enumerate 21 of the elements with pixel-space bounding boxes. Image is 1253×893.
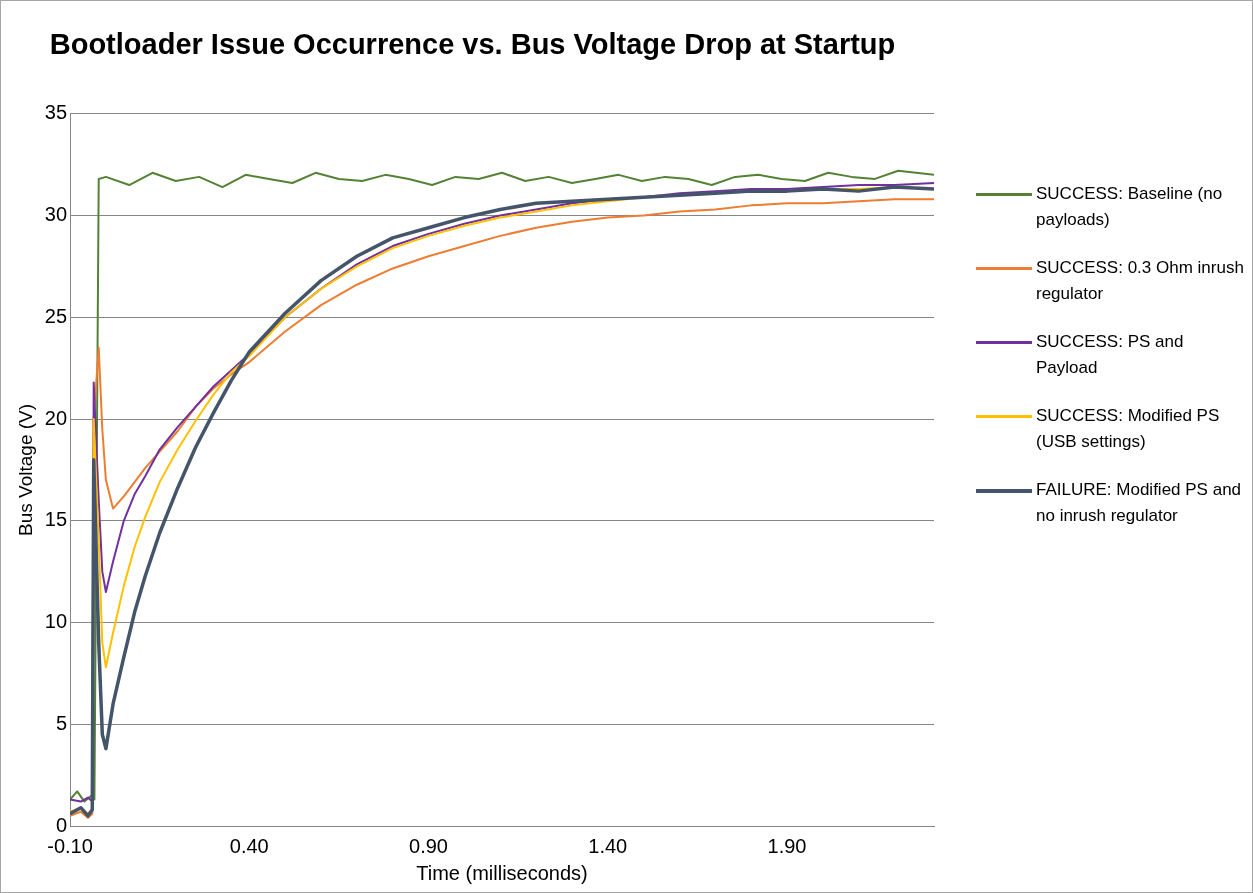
x-tick-label: -0.10 bbox=[47, 834, 93, 857]
legend-label: SUCCESS: Modified PS (USB settings) bbox=[1036, 405, 1221, 453]
legend-label: SUCCESS: Baseline (no payloads) bbox=[1036, 183, 1224, 231]
legend-label: SUCCESS: 0.3 Ohm inrush regulator bbox=[1036, 257, 1245, 305]
y-tick-label: 30 bbox=[44, 203, 68, 226]
x-axis-title: Time (milliseconds) bbox=[416, 861, 588, 884]
x-tick-label: 0.90 bbox=[409, 834, 448, 857]
y-tick-label: 25 bbox=[44, 304, 68, 327]
y-tick-label: 10 bbox=[44, 610, 68, 633]
x-tick-label: 0.40 bbox=[229, 834, 269, 857]
y-tick-label: 20 bbox=[44, 406, 68, 429]
legend-label: SUCCESS: PS and Payload bbox=[1036, 331, 1185, 379]
y-tick-label: 0 bbox=[55, 813, 68, 836]
y-tick-label: 35 bbox=[44, 101, 68, 124]
legend-label: FAILURE: Modified PS and no inrush regulator bbox=[1036, 479, 1243, 527]
y-tick-label: 15 bbox=[44, 508, 68, 531]
y-axis-title: Bus Voltage (V) bbox=[14, 403, 36, 536]
x-tick-label: 1.90 bbox=[767, 834, 807, 857]
x-tick-label: 1.40 bbox=[588, 834, 628, 857]
chart-title: Bootloader Issue Occurrence vs. Bus Voltage Drop at Startup bbox=[49, 28, 896, 61]
y-tick-label: 5 bbox=[55, 711, 68, 734]
